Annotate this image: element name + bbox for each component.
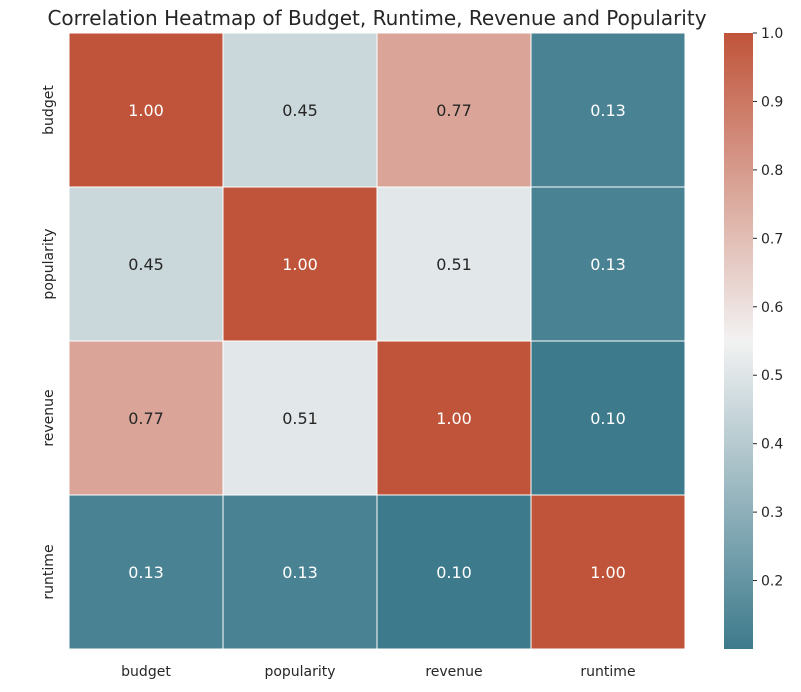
heatmap-cell-runtime-popularity [222, 494, 378, 650]
heatmap-cell-revenue-runtime [530, 340, 686, 496]
colorbar-tick-label: 1.0 [761, 26, 783, 42]
colorbar-tick-label: 0.9 [761, 94, 783, 110]
x-tick-label-popularity: popularity [264, 664, 335, 680]
cell-label-budget-runtime: 0.13 [590, 101, 626, 120]
cell-label-popularity-popularity: 1.00 [282, 255, 318, 274]
chart-title: Correlation Heatmap of Budget, Runtime, … [47, 6, 706, 30]
colorbar-tick-label: 0.8 [761, 163, 783, 179]
y-tick-label-runtime: runtime [41, 544, 57, 599]
cell-label-popularity-revenue: 0.51 [436, 255, 472, 274]
cell-label-revenue-revenue: 1.00 [436, 409, 472, 428]
x-tick-label-budget: budget [121, 664, 171, 680]
heatmap-cell-budget-revenue [376, 32, 532, 188]
cell-label-revenue-popularity: 0.51 [282, 409, 318, 428]
heatmap-cell-runtime-runtime [530, 494, 686, 650]
x-tick-labels: budget popularity revenue runtime [121, 664, 635, 680]
heatmap-cells: 1.00 0.45 0.77 0.13 0.45 1.00 0.51 0.13 0.77 0.51… [68, 32, 686, 650]
colorbar-tick-label: 0.6 [761, 300, 783, 316]
colorbar-tick-label: 0.3 [761, 505, 783, 521]
y-tick-label-popularity: popularity [41, 228, 57, 299]
heatmap-cell-popularity-revenue [376, 186, 532, 342]
heatmap-cell-popularity-budget [68, 186, 224, 342]
cell-label-revenue-budget: 0.77 [128, 409, 164, 428]
heatmap-cell-revenue-popularity [222, 340, 378, 496]
heatmap-cell-budget-budget [68, 32, 224, 188]
colorbar-tick-label: 0.5 [761, 368, 783, 384]
cell-label-runtime-revenue: 0.10 [436, 563, 472, 582]
colorbar-gradient [724, 33, 753, 649]
heatmap-cell-runtime-revenue [376, 494, 532, 650]
y-tick-labels: budget popularity revenue runtime [41, 85, 57, 600]
y-tick-label-budget: budget [41, 85, 57, 135]
colorbar-tick-label: 0.7 [761, 231, 783, 247]
cell-label-runtime-popularity: 0.13 [282, 563, 318, 582]
cell-label-runtime-budget: 0.13 [128, 563, 164, 582]
heatmap-cell-budget-popularity [222, 32, 378, 188]
cell-label-revenue-runtime: 0.10 [590, 409, 626, 428]
cell-label-budget-budget: 1.00 [128, 101, 164, 120]
cell-label-popularity-runtime: 0.13 [590, 255, 626, 274]
y-tick-label-revenue: revenue [41, 389, 57, 446]
heatmap-cell-popularity-popularity [222, 186, 378, 342]
colorbar-tick-label: 0.4 [761, 437, 783, 453]
colorbar-tick-label: 0.2 [761, 574, 783, 590]
x-tick-label-revenue: revenue [425, 664, 482, 680]
cell-label-budget-popularity: 0.45 [282, 101, 318, 120]
cell-label-budget-revenue: 0.77 [436, 101, 472, 120]
heatmap-cell-runtime-budget [68, 494, 224, 650]
heatmap-cell-budget-runtime [530, 32, 686, 188]
x-tick-label-runtime: runtime [580, 664, 635, 680]
cell-label-runtime-runtime: 1.00 [590, 563, 626, 582]
heatmap-cell-popularity-runtime [530, 186, 686, 342]
colorbar: 0.2 0.3 0.4 0.5 0.6 0.7 0.8 0.9 1.0 [724, 26, 783, 649]
cell-label-popularity-budget: 0.45 [128, 255, 164, 274]
